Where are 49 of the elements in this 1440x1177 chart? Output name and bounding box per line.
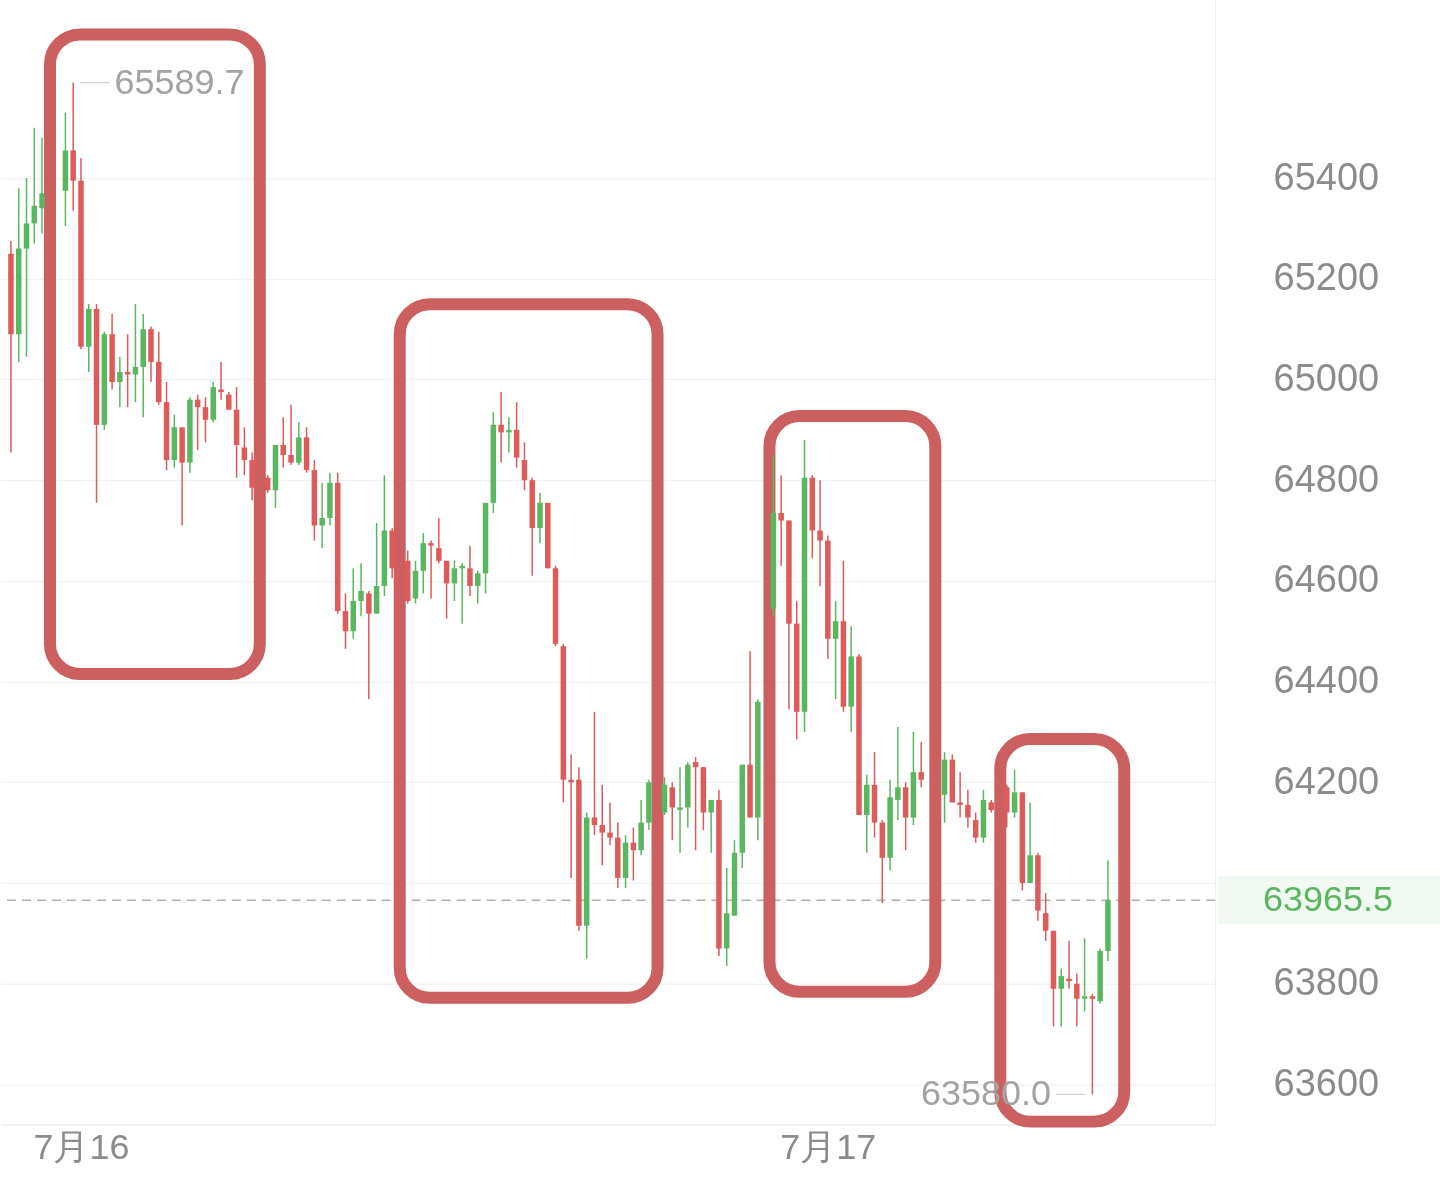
candlestick <box>972 811 979 844</box>
ref-line-label: 63965.5 <box>1263 878 1394 920</box>
candlestick <box>521 441 528 492</box>
candlestick <box>677 766 683 854</box>
candlestick <box>475 570 481 605</box>
y-tick-label: 64800 <box>1273 457 1380 500</box>
candlestick <box>1081 937 1088 1013</box>
candlestick <box>1089 992 1096 1096</box>
candlestick <box>895 726 901 821</box>
candlestick <box>288 403 294 466</box>
y-tick-label: 63800 <box>1273 961 1380 1004</box>
candlestick <box>202 396 209 444</box>
y-tick-label: 65200 <box>1273 256 1380 299</box>
candlestick <box>319 481 325 549</box>
candlestick <box>498 391 504 464</box>
candlestick <box>1042 892 1049 942</box>
candlestick <box>117 356 123 408</box>
candlestick <box>669 781 675 841</box>
annotation: 65589.7 <box>114 60 245 102</box>
candlestick <box>918 741 924 789</box>
candlestick <box>428 539 434 600</box>
candlestick <box>832 600 839 700</box>
candlestick <box>599 784 605 867</box>
y-tick-label: 65000 <box>1273 357 1380 399</box>
candlestick <box>358 562 364 617</box>
candlestick <box>1074 972 1080 1028</box>
candlestick <box>708 799 714 854</box>
x-tick-label: 7月16 <box>33 1126 130 1168</box>
candlestick <box>778 474 784 567</box>
candlestick <box>607 801 613 846</box>
candlestick <box>366 590 372 700</box>
x-tick-label: 7月17 <box>780 1126 877 1168</box>
candlestick <box>451 560 458 602</box>
candlestick <box>436 517 442 565</box>
candlestick <box>957 771 963 819</box>
candlestick <box>1058 967 1064 1028</box>
candlestick <box>280 416 286 469</box>
y-tick-label: 64200 <box>1273 759 1380 802</box>
candlestick <box>241 426 248 476</box>
candlestick <box>39 137 45 235</box>
y-tick-label: 64600 <box>1273 558 1380 601</box>
candlestick <box>965 789 971 829</box>
candlestick <box>342 592 349 650</box>
y-tick-label: 64400 <box>1273 659 1380 702</box>
y-tick-label: 65400 <box>1273 155 1380 198</box>
y-tick-label: 63600 <box>1273 1061 1380 1104</box>
candlestick <box>817 479 823 587</box>
candlestick <box>467 544 473 597</box>
candlestick <box>1011 768 1018 819</box>
